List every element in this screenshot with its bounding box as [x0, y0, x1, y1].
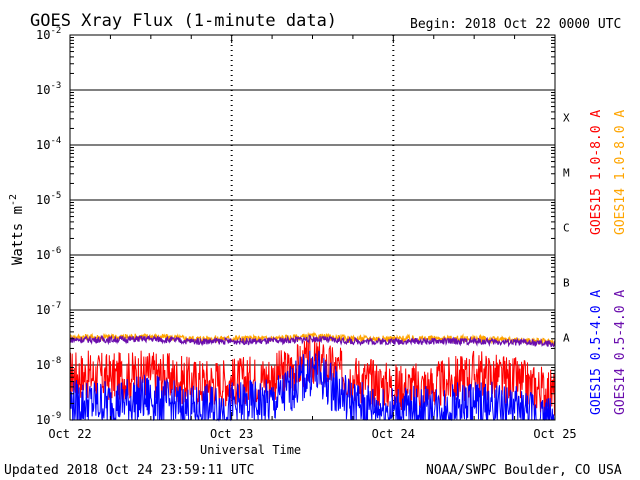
y-tick-mantissa: 10 — [36, 303, 50, 317]
credit-text: NOAA/SWPC Boulder, CO USA — [426, 463, 622, 478]
flare-class-label: X — [563, 112, 570, 125]
y-tick-label: 10-5 — [36, 191, 61, 207]
y-tick-exponent: -5 — [50, 191, 61, 201]
y-tick-exponent: -2 — [50, 26, 61, 36]
y-tick-exponent: -9 — [50, 411, 61, 421]
y-tick-mantissa: 10 — [36, 193, 50, 207]
x-tick-label: Oct 23 — [210, 427, 253, 441]
y-tick-mantissa: 10 — [36, 28, 50, 42]
y-tick-exponent: -4 — [50, 136, 61, 146]
flare-class-label: A — [563, 332, 570, 345]
y-tick-label: 10-9 — [36, 411, 61, 427]
updated-timestamp: Updated 2018 Oct 24 23:59:11 UTC — [4, 463, 254, 478]
series-line-2 — [69, 350, 555, 422]
legend-entry: GOES15 0.5-4.0 A — [589, 290, 604, 415]
y-tick-label: 10-3 — [36, 81, 61, 97]
x-tick-label: Oct 25 — [533, 427, 576, 441]
chart-title: GOES Xray Flux (1-minute data) — [30, 11, 337, 31]
flare-class-label: C — [563, 222, 570, 235]
legend-entry: GOES15 1.0-8.0 A — [589, 110, 604, 235]
flare-class-label: M — [563, 167, 570, 180]
y-tick-mantissa: 10 — [36, 358, 50, 372]
y-axis-label-group: Watts m-2 — [8, 194, 26, 265]
y-tick-label: 10-6 — [36, 246, 61, 262]
flare-class-label: B — [563, 277, 570, 290]
x-tick-label: Oct 22 — [48, 427, 91, 441]
y-tick-mantissa: 10 — [36, 83, 50, 97]
series-line-3 — [69, 334, 556, 348]
begin-label: Begin: 2018 Oct 22 0000 UTC — [410, 17, 621, 32]
y-tick-exponent: -7 — [50, 301, 61, 311]
legend-entry: GOES14 0.5-4.0 A — [613, 290, 628, 415]
grid-layer — [70, 34, 555, 421]
y-tick-mantissa: 10 — [36, 248, 50, 262]
y-tick-label: 10-2 — [36, 26, 61, 42]
y-tick-label: 10-4 — [36, 136, 61, 152]
y-tick-exponent: -3 — [50, 81, 61, 91]
x-axis-label: Universal Time — [200, 443, 301, 457]
y-axis-label: Watts m-2 — [8, 194, 26, 265]
y-tick-mantissa: 10 — [36, 138, 50, 152]
x-tick-label: Oct 24 — [372, 427, 415, 441]
y-tick-exponent: -6 — [50, 246, 61, 256]
legend-entry: GOES14 1.0-8.0 A — [613, 110, 628, 235]
y-tick-mantissa: 10 — [36, 413, 50, 427]
legend: GOES15 1.0-8.0 A GOES14 1.0-8.0 A GOES15 0… — [589, 110, 628, 415]
data-traces — [69, 331, 556, 422]
series-line-0 — [69, 336, 556, 416]
y-tick-exponent: -8 — [50, 356, 61, 366]
y-tick-label: 10-8 — [36, 356, 61, 372]
y-tick-label: 10-7 — [36, 301, 61, 317]
